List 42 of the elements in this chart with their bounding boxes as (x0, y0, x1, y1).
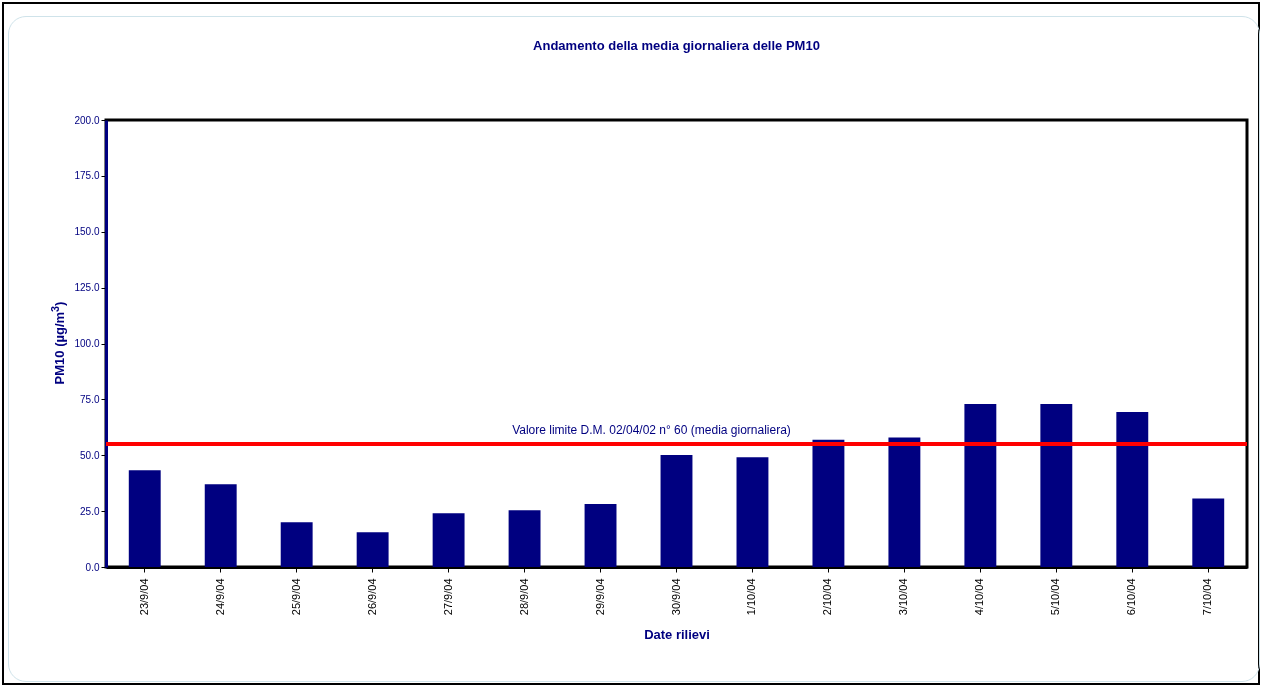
x-tick-label: 27/9/04 (441, 578, 454, 616)
y-tick-label: 150.0 (74, 226, 100, 238)
x-tick-label: 7/10/04 (1201, 578, 1214, 616)
x-tick-label: 28/9/04 (517, 578, 530, 616)
bar (1116, 411, 1149, 567)
x-tick-label: 4/10/04 (973, 578, 986, 616)
x-tick-label: 3/10/04 (897, 578, 910, 616)
x-tick-label: 25/9/04 (289, 578, 302, 616)
x-tick-label: 30/9/04 (669, 578, 682, 616)
bar (280, 522, 313, 567)
x-tick-label: 1/10/04 (745, 578, 758, 616)
chart-title: Andamento della media giornaliera delle PM10 (533, 38, 820, 53)
y-tick-label: 200.0 (74, 114, 100, 126)
bar (736, 457, 769, 567)
bar (660, 455, 693, 567)
y-tick-label: 25.0 (80, 505, 100, 517)
ref-line-label: Valore limite D.M. 02/04/02 n° 60 (media giornaliera) (512, 423, 791, 438)
y-tick-label: 0.0 (85, 561, 100, 573)
x-tick-label: 23/9/04 (137, 578, 150, 616)
x-tick-label: 24/9/04 (213, 578, 226, 616)
y-tick-label: 125.0 (74, 282, 100, 294)
bar (584, 503, 617, 567)
bar (204, 484, 237, 567)
x-tick-label: 29/9/04 (593, 578, 606, 616)
bar (1192, 498, 1225, 567)
x-tick-label: 2/10/04 (821, 578, 834, 616)
x-tick-label: 6/10/04 (1125, 578, 1138, 616)
y-tick-label: 100.0 (74, 338, 100, 349)
bar (356, 532, 389, 567)
bar (128, 470, 161, 567)
bar (1040, 404, 1073, 567)
bar (888, 437, 921, 567)
bar (432, 513, 465, 567)
bar (508, 510, 541, 567)
bar (812, 439, 845, 567)
x-axis-title: Date rilievi (644, 627, 710, 643)
y-tick-label: 50.0 (80, 449, 100, 461)
y-tick-label: 75.0 (80, 393, 100, 405)
bar (964, 404, 997, 567)
y-tick-label: 175.0 (74, 170, 100, 182)
x-tick-label: 26/9/04 (365, 578, 378, 616)
x-tick-label: 5/10/04 (1049, 578, 1062, 616)
